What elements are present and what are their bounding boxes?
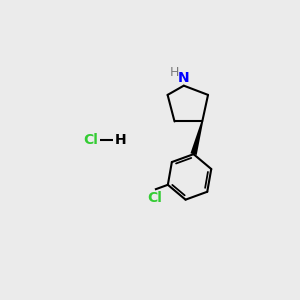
- Text: N: N: [178, 70, 190, 85]
- Text: H: H: [169, 66, 179, 79]
- Text: H: H: [115, 133, 126, 147]
- Polygon shape: [190, 121, 203, 155]
- Text: Cl: Cl: [83, 133, 98, 147]
- Text: Cl: Cl: [147, 191, 162, 205]
